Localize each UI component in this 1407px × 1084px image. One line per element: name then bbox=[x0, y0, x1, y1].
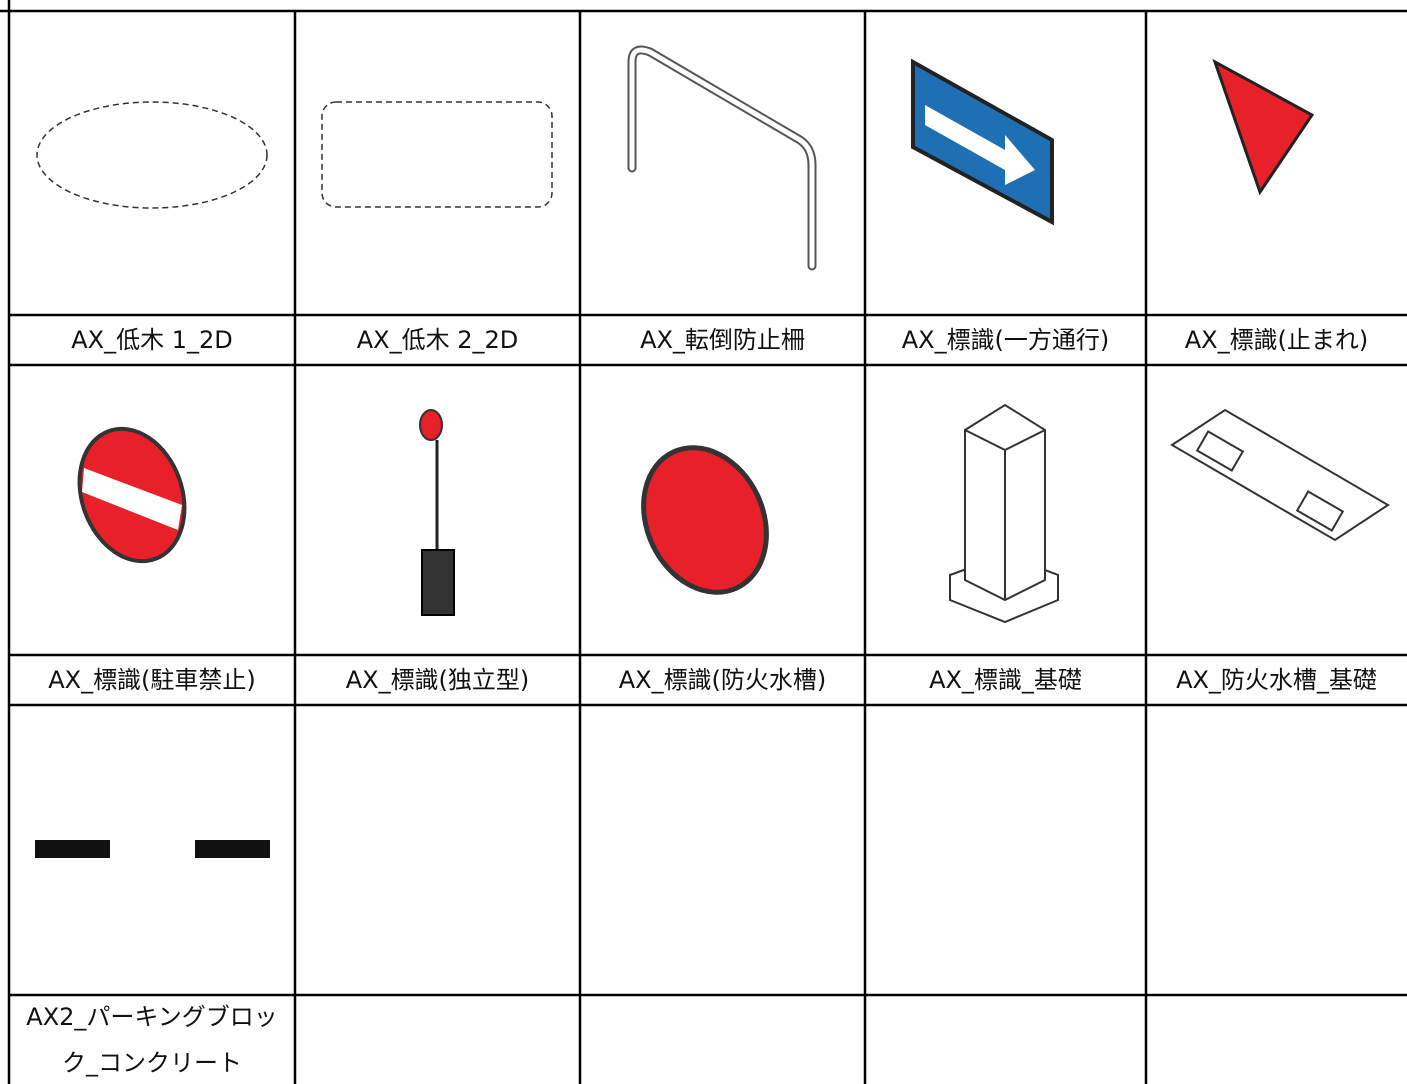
shrub-icon bbox=[321, 101, 553, 208]
family-label[interactable]: AX_低木 2_2D bbox=[356, 326, 519, 354]
family-label[interactable]: AX_防火水槽_基礎 bbox=[1176, 666, 1377, 694]
stop-sign-icon bbox=[1212, 58, 1315, 196]
family-label[interactable]: AX_標識_基礎 bbox=[929, 666, 1082, 694]
railing-icon bbox=[627, 45, 817, 271]
parking-block-icon bbox=[195, 840, 270, 858]
cistern-base-icon bbox=[1170, 408, 1390, 542]
shrub-icon bbox=[36, 101, 268, 209]
family-label[interactable]: AX_標識(駐車禁止) bbox=[48, 666, 256, 694]
family-label[interactable]: AX_標識(防火水槽) bbox=[618, 666, 827, 694]
fire-cistern-sign-icon bbox=[641, 445, 769, 595]
sign-base-icon bbox=[949, 403, 1059, 624]
family-label[interactable]: AX_標識(独立型) bbox=[345, 666, 530, 694]
family-label[interactable]: AX_標識(一方通行) bbox=[901, 326, 1110, 354]
parking-block-icon bbox=[35, 840, 110, 858]
family-label[interactable]: AX2_パーキングブロック_コンクリート bbox=[26, 1002, 278, 1077]
family-label[interactable]: AX_転倒防止柵 bbox=[640, 326, 805, 354]
family-label[interactable]: AX_標識(止まれ) bbox=[1184, 326, 1369, 354]
one-way-sign-icon bbox=[911, 58, 1054, 226]
no-parking-sign-icon bbox=[77, 426, 187, 564]
family-label[interactable]: AX_低木 1_2D bbox=[71, 326, 233, 354]
standalone-sign-icon bbox=[419, 409, 455, 616]
